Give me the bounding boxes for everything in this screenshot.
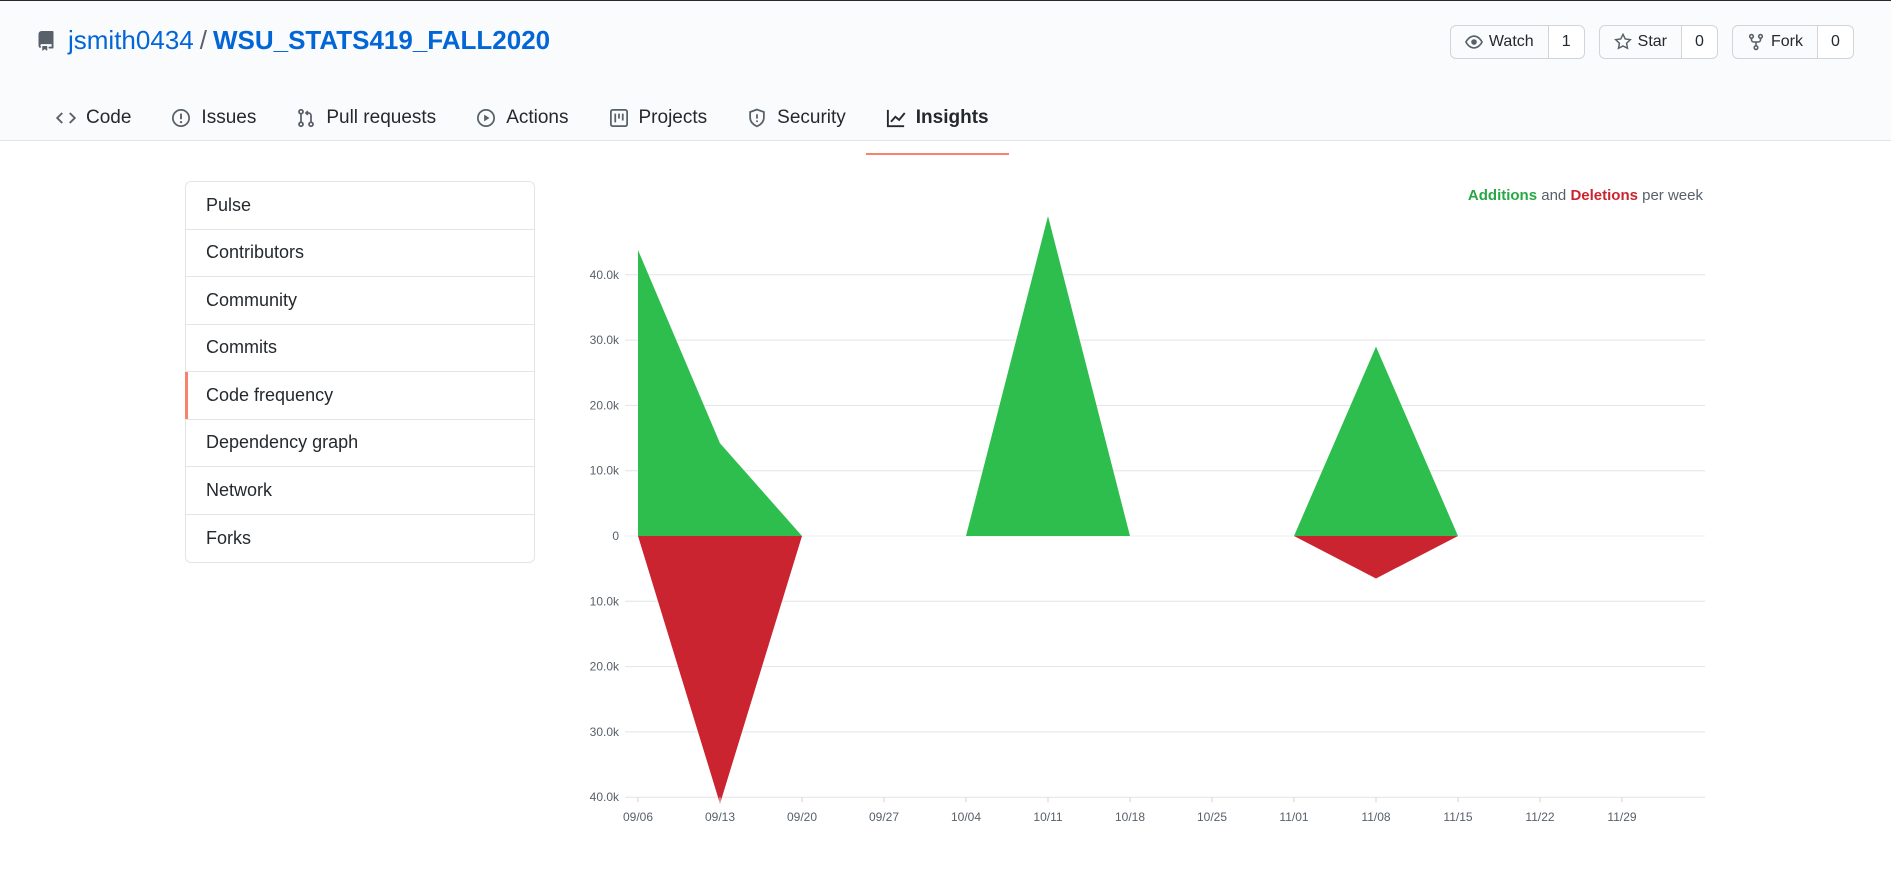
code-icon bbox=[56, 112, 76, 124]
tab-actions-label: Actions bbox=[506, 107, 569, 128]
series-area-deletions bbox=[638, 536, 1622, 804]
watch-group: Watch 1 bbox=[1449, 25, 1585, 59]
watch-count[interactable]: 1 bbox=[1547, 26, 1584, 58]
x-tick-label: 09/27 bbox=[869, 810, 899, 824]
y-tick-label: 30.0k bbox=[590, 333, 620, 347]
star-label: Star bbox=[1637, 33, 1667, 50]
watch-label: Watch bbox=[1488, 33, 1534, 50]
fork-label: Fork bbox=[1771, 33, 1803, 50]
tab-security[interactable]: Security bbox=[727, 97, 866, 155]
repo-icon bbox=[38, 30, 54, 51]
x-tick-label: 11/08 bbox=[1361, 810, 1390, 824]
y-tick-label: 10.0k bbox=[590, 594, 620, 608]
project-icon bbox=[609, 109, 628, 127]
tab-code[interactable]: Code bbox=[36, 97, 151, 155]
y-tick-label: 20.0k bbox=[590, 398, 620, 412]
graph-icon bbox=[886, 109, 906, 128]
sidebar-item-commits[interactable]: Commits bbox=[186, 325, 534, 372]
legend-and: and bbox=[1541, 187, 1567, 204]
star-count[interactable]: 0 bbox=[1681, 26, 1717, 58]
repo-actions: Watch 1 Star 0 Fork 0 bbox=[1449, 25, 1854, 59]
sidebar-item-code-frequency[interactable]: Code frequency bbox=[185, 372, 534, 420]
eye-icon bbox=[1464, 35, 1483, 49]
repo-name-link[interactable]: WSU_STATS419_FALL2020 bbox=[212, 25, 551, 55]
x-tick-label: 11/01 bbox=[1279, 810, 1308, 824]
y-tick-label: 30.0k bbox=[590, 725, 620, 739]
code-frequency-chart: 40.0k 30.0k 20.0k 10.0k 0 10.0k 20.0k 30.0k 40.0… bbox=[590, 216, 1705, 824]
tab-pull-requests-label: Pull requests bbox=[326, 107, 437, 128]
y-tick-label: 0 bbox=[612, 529, 619, 543]
legend-deletions: Deletions bbox=[1570, 187, 1638, 204]
sidebar-item-forks[interactable]: Forks bbox=[206, 527, 251, 548]
y-tick-label: 40.0k bbox=[590, 790, 620, 804]
insights-sidebar: Pulse Contributors Community Commits Cod… bbox=[185, 181, 535, 563]
repo-separator: / bbox=[199, 25, 207, 55]
x-tick-label: 10/04 bbox=[951, 810, 981, 824]
star-group: Star 0 bbox=[1598, 25, 1718, 59]
legend-suffix: per week bbox=[1642, 187, 1703, 204]
tab-actions[interactable]: Actions bbox=[456, 97, 588, 155]
repo-header: jsmith0434 / WSU_STATS419_FALL2020 Watch… bbox=[0, 0, 1891, 155]
star-button[interactable]: Star bbox=[1600, 26, 1681, 58]
tab-code-label: Code bbox=[86, 107, 132, 128]
x-tick-label: 09/06 bbox=[623, 810, 653, 824]
x-tick-label: 11/22 bbox=[1525, 810, 1554, 824]
star-icon bbox=[1613, 33, 1632, 50]
tab-issues-label: Issues bbox=[201, 107, 257, 128]
tab-insights-label: Insights bbox=[915, 107, 989, 128]
series-area-additions bbox=[638, 216, 1622, 536]
play-icon bbox=[477, 109, 496, 127]
y-tick-label: 20.0k bbox=[590, 660, 620, 674]
shield-icon bbox=[749, 108, 765, 128]
x-tick-label: 10/25 bbox=[1197, 810, 1227, 824]
tab-security-label: Security bbox=[777, 107, 846, 128]
x-tick-label: 09/20 bbox=[787, 810, 817, 824]
chart-legend: Additions and Deletions per week bbox=[1468, 187, 1703, 204]
x-tick-label: 10/18 bbox=[1115, 810, 1145, 824]
x-tick-label: 10/11 bbox=[1033, 810, 1062, 824]
sidebar-item-network[interactable]: Network bbox=[186, 467, 534, 515]
fork-button[interactable]: Fork bbox=[1733, 26, 1817, 58]
sidebar-item-contributors[interactable]: Contributors bbox=[186, 230, 534, 277]
y-tick-label: 10.0k bbox=[590, 464, 620, 478]
repo-owner-link[interactable]: jsmith0434 bbox=[68, 25, 194, 55]
fork-icon bbox=[1748, 33, 1764, 51]
tab-projects[interactable]: Projects bbox=[589, 97, 728, 155]
tab-issues[interactable]: Issues bbox=[151, 97, 276, 155]
sidebar-item-pulse[interactable]: Pulse bbox=[186, 182, 534, 230]
x-tick-label: 11/29 bbox=[1607, 810, 1636, 824]
tab-projects-label: Projects bbox=[638, 107, 708, 128]
repo-title: jsmith0434 / WSU_STATS419_FALL2020 bbox=[36, 25, 550, 56]
tab-pull-requests[interactable]: Pull requests bbox=[276, 97, 456, 155]
repo-tabs: Code Issues Pull requests Actions Projec… bbox=[36, 97, 1009, 155]
pull-request-icon bbox=[298, 108, 315, 128]
issue-icon bbox=[172, 109, 191, 127]
sidebar-item-community[interactable]: Community bbox=[186, 277, 534, 325]
x-tick-label: 09/13 bbox=[705, 810, 735, 824]
fork-group: Fork 0 bbox=[1732, 25, 1854, 59]
tab-insights[interactable]: Insights bbox=[865, 97, 1009, 155]
x-tick-label: 11/15 bbox=[1443, 810, 1472, 824]
sidebar-item-dependency-graph[interactable]: Dependency graph bbox=[186, 420, 534, 467]
watch-button[interactable]: Watch bbox=[1451, 26, 1548, 58]
fork-count[interactable]: 0 bbox=[1817, 26, 1853, 58]
legend-additions: Additions bbox=[1467, 187, 1538, 204]
y-tick-label: 40.0k bbox=[590, 268, 620, 282]
